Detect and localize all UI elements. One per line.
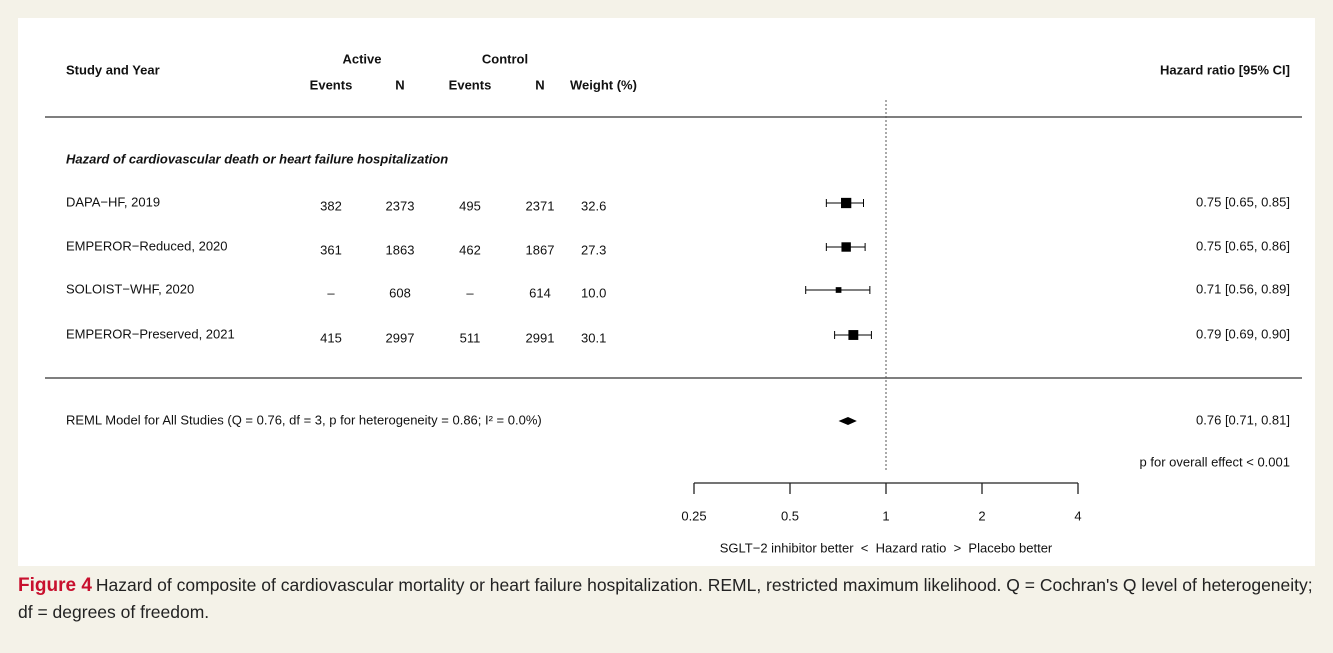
control-n: 2991: [526, 330, 555, 345]
study-name: EMPEROR−Preserved, 2021: [66, 326, 235, 341]
weight: 30.1: [581, 330, 606, 345]
header-control: Control: [482, 51, 528, 66]
header-control-events: Events: [449, 77, 492, 92]
caption-label: Figure 4: [18, 575, 92, 596]
weight: 10.0: [581, 285, 606, 300]
effect-label: 0.79 [0.69, 0.90]: [1196, 326, 1290, 341]
x-tick-label: 1: [882, 508, 889, 523]
header-control-n: N: [535, 77, 544, 92]
point-box: [841, 242, 851, 252]
control-n: 2371: [526, 198, 555, 213]
control-events: 495: [459, 198, 481, 213]
x-tick-label: 0.25: [681, 508, 706, 523]
header-weight: Weight (%): [570, 77, 637, 92]
active-events: 415: [320, 330, 342, 345]
point-box: [841, 197, 852, 209]
x-tick-label: 2: [978, 508, 985, 523]
header-effect: Hazard ratio [95% CI]: [1160, 62, 1290, 77]
header-active-n: N: [395, 77, 404, 92]
active-n: 1863: [386, 242, 415, 257]
active-events: 361: [320, 242, 342, 257]
active-n: 608: [389, 285, 411, 300]
panel: [18, 18, 1315, 566]
x-axis-label: SGLT−2 inhibitor better < Hazard ratio >…: [720, 540, 1053, 555]
summary-diamond: [838, 417, 857, 425]
caption-text: Hazard of composite of cardiovascular mo…: [18, 575, 1313, 622]
control-n: 614: [529, 285, 551, 300]
overall-effect: p for overall effect < 0.001: [1140, 454, 1290, 469]
point-box: [848, 330, 859, 340]
x-tick-label: 4: [1074, 508, 1081, 523]
study-name: DAPA−HF, 2019: [66, 194, 160, 209]
point-box: [835, 287, 842, 293]
summary-label: REML Model for All Studies (Q = 0.76, df…: [66, 412, 542, 427]
effect-label: 0.75 [0.65, 0.85]: [1196, 194, 1290, 209]
study-name: SOLOIST−WHF, 2020: [66, 281, 194, 296]
summary-effect-label: 0.76 [0.71, 0.81]: [1196, 412, 1290, 427]
x-tick-label: 0.5: [781, 508, 799, 523]
group-title: Hazard of cardiovascular death or heart …: [66, 151, 448, 166]
active-n: 2373: [386, 198, 415, 213]
weight: 27.3: [581, 242, 606, 257]
weight: 32.6: [581, 198, 606, 213]
control-events: 462: [459, 242, 481, 257]
active-events: 382: [320, 198, 342, 213]
effect-label: 0.71 [0.56, 0.89]: [1196, 281, 1290, 296]
effect-label: 0.75 [0.65, 0.86]: [1196, 238, 1290, 253]
caption: Figure 4 Hazard of composite of cardiovas…: [18, 572, 1318, 626]
header-active-events: Events: [310, 77, 353, 92]
chart: Study and Year Active Control Events N Events…: [18, 18, 1315, 566]
active-n: 2997: [386, 330, 415, 345]
header-active: Active: [342, 51, 381, 66]
control-events: 511: [460, 330, 481, 345]
control-events: –: [466, 285, 474, 300]
control-n: 1867: [526, 242, 555, 257]
study-name: EMPEROR−Reduced, 2020: [66, 238, 228, 253]
active-events: –: [327, 285, 335, 300]
header-study: Study and Year: [66, 62, 160, 77]
